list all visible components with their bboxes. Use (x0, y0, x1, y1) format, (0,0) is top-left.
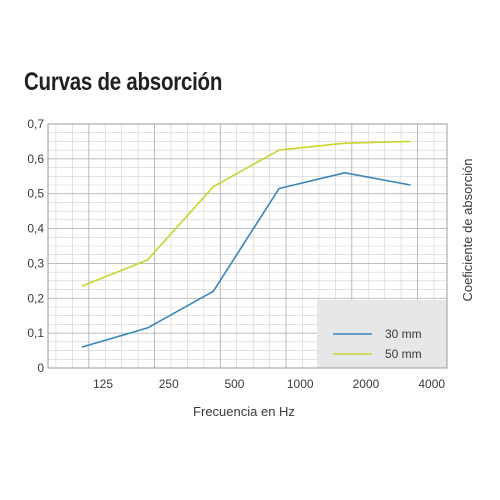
y-tick-label: 0,3 (27, 256, 44, 270)
chart-title: Curvas de absorción (24, 68, 223, 96)
y-tick-label: 0,7 (27, 117, 44, 131)
y-tick-label: 0,4 (27, 222, 44, 236)
y-tick-label: 0,6 (27, 152, 44, 166)
series-line-50-mm (81, 140, 411, 287)
plot-frame (47, 123, 448, 369)
x-tick-label: 125 (93, 377, 113, 391)
x-axis-label: Frecuencia en Hz (193, 404, 295, 419)
legend: 30 mm 50 mm (333, 327, 422, 361)
x-tick-label: 2000 (353, 377, 380, 391)
y-tick-label: 0,2 (27, 291, 44, 305)
x-tick-label: 1000 (287, 377, 314, 391)
x-tick-label: 250 (159, 377, 179, 391)
major-grid (48, 124, 447, 368)
x-tick-label: 4000 (418, 377, 445, 391)
x-tick-label: 500 (224, 377, 244, 391)
y-tick-labels: 0 0,1 0,2 0,3 0,4 0,5 0,6 0,7 (27, 117, 44, 375)
legend-label: 30 mm (385, 327, 422, 341)
y-tick-label: 0,1 (27, 326, 44, 340)
y-tick-label: 0,5 (27, 187, 44, 201)
y-axis-label: Coeficiente de absorción (460, 158, 475, 301)
series-line-30-mm (81, 172, 411, 348)
y-tick-label: 0 (37, 361, 44, 375)
series-lines (81, 140, 411, 348)
x-tick-labels: 125 250 500 1000 2000 4000 (93, 377, 445, 391)
legend-label: 50 mm (385, 347, 422, 361)
